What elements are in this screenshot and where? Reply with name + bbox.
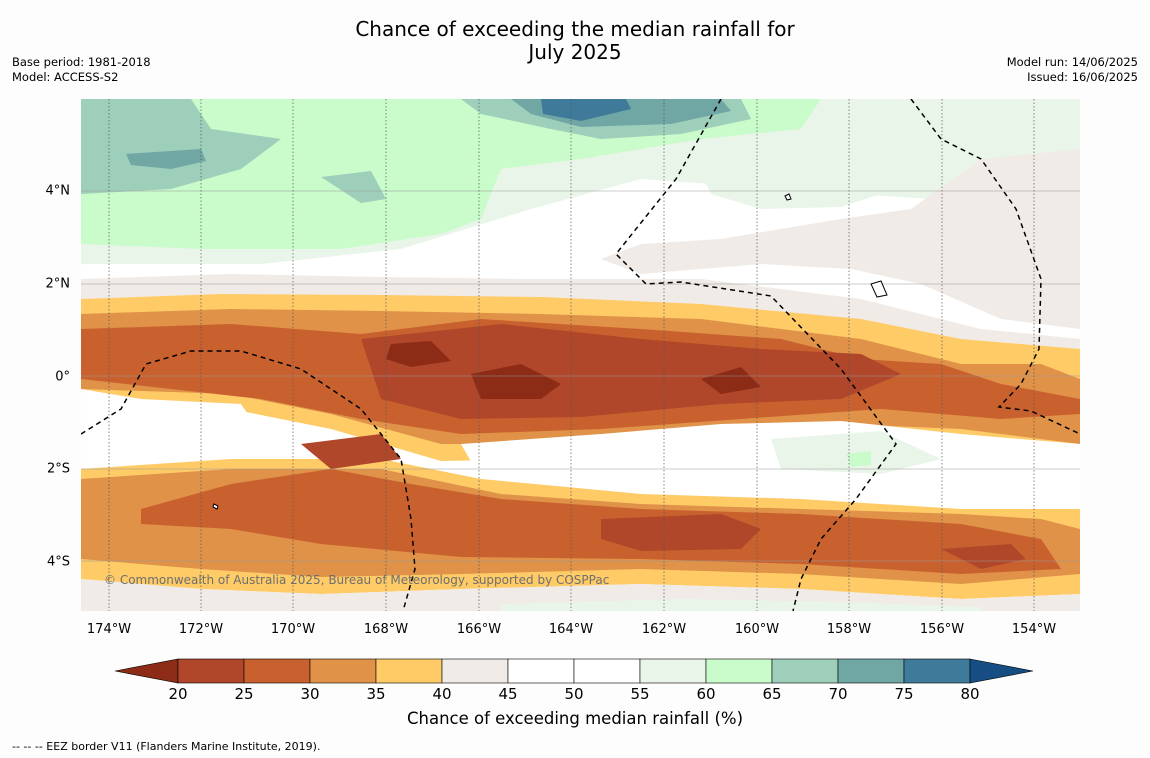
colorbar-tick-25: 25 <box>234 685 254 703</box>
colorbar-cells <box>115 658 1034 684</box>
meta-right: Model run: 14/06/2025 Issued: 16/06/2025 <box>1007 55 1138 85</box>
colorbar-tick-55: 55 <box>630 685 650 703</box>
band-55-60-ne <box>701 169 881 209</box>
colorbar-title: Chance of exceeding median rainfall (%) <box>406 709 744 728</box>
band-65-70-north <box>81 99 281 194</box>
band-55-60-ne-b <box>961 104 1080 121</box>
x-tick-164w: 164°W <box>548 622 594 637</box>
colorbar-tick-40: 40 <box>432 685 452 703</box>
x-tick-168w: 168°W <box>363 622 409 637</box>
y-tick-4n: 4°N <box>45 183 71 199</box>
x-tick-156w: 156°W <box>919 622 965 637</box>
eez-border-central <box>614 99 897 611</box>
colorbar-cell-25 <box>243 658 311 684</box>
colorbar-tick-70: 70 <box>828 685 848 703</box>
colorbar-cell-40 <box>441 658 509 684</box>
band-15-20-eq-c <box>701 367 761 394</box>
island-3 <box>212 503 219 510</box>
colorbar-tick-75: 75 <box>894 685 914 703</box>
meridians <box>108 99 1035 611</box>
colorbar-cell-70 <box>837 658 905 684</box>
colorbar-extend-low <box>115 658 179 684</box>
eez-borders <box>81 99 1080 611</box>
band-70-75-north-b <box>126 149 206 169</box>
band-20-25-south <box>601 514 761 551</box>
model-label: Model: ACCESS-S2 <box>12 70 119 84</box>
colorbar-extend-high <box>969 658 1034 684</box>
island-2 <box>784 193 792 201</box>
x-tick-172w: 172°W <box>178 622 224 637</box>
y-tick-2n: 2°N <box>45 276 71 292</box>
base-period-label: Base period: 1981-2018 <box>12 55 151 69</box>
x-tick-160w: 160°W <box>734 622 780 637</box>
title-line-1: Chance of exceeding the median rainfall … <box>355 17 795 41</box>
colorbar-cell-55 <box>639 658 707 684</box>
band-75-80-north <box>541 99 631 121</box>
colorbar <box>115 658 1034 684</box>
band-20-25-south-c <box>301 434 401 469</box>
colorbar-cell-50 <box>573 658 641 684</box>
colorbar-cell-60 <box>705 658 773 684</box>
colorbar-tick-60: 60 <box>696 685 716 703</box>
colorbar-cell-30 <box>309 658 377 684</box>
colorbar-tick-80: 80 <box>960 685 980 703</box>
band-15-20-eq-b <box>386 341 451 367</box>
colorbar-tick-45: 45 <box>498 685 518 703</box>
colorbar-cell-35 <box>375 658 443 684</box>
band-60-65-south <box>846 451 871 467</box>
colorbar-cell-75 <box>903 658 971 684</box>
issued-label: Issued: 16/06/2025 <box>1027 70 1138 84</box>
island-1 <box>870 280 888 298</box>
model-run-label: Model run: 14/06/2025 <box>1006 55 1138 69</box>
colorbar-cell-65 <box>771 658 839 684</box>
colorbar-tick-50: 50 <box>564 685 584 703</box>
band-65-70-north-c <box>321 171 386 203</box>
band-55-60-far-south <box>501 599 981 611</box>
x-tick-162w: 162°W <box>641 622 687 637</box>
map-canvas <box>81 99 1080 611</box>
y-tick-4s: 4°S <box>46 554 70 570</box>
x-tick-174w: 174°W <box>86 622 132 637</box>
map-title: Chance of exceeding the median rainfall … <box>0 18 1150 64</box>
eez-border-east <box>910 99 1080 435</box>
rainfall-map <box>81 99 1080 611</box>
copyright-notice: © Commonwealth of Australia 2025, Bureau… <box>104 573 610 587</box>
eez-border-west <box>81 350 416 611</box>
colorbar-cell-20 <box>177 658 245 684</box>
title-line-2: July 2025 <box>528 40 622 64</box>
band-55-60-south <box>771 431 941 474</box>
colorbar-tick-20: 20 <box>168 685 188 703</box>
meta-left: Base period: 1981-2018 Model: ACCESS-S2 <box>12 55 151 85</box>
x-tick-158w: 158°W <box>826 622 872 637</box>
band-20-25-south-b <box>941 544 1026 569</box>
colorbar-cell-45 <box>507 658 575 684</box>
band-45-50-gap-west <box>81 389 251 434</box>
y-tick-2s: 2°S <box>46 461 70 477</box>
x-tick-154w: 154°W <box>1011 622 1057 637</box>
band-45-50-south <box>461 421 1080 509</box>
band-15-20-eq <box>471 364 561 399</box>
x-tick-166w: 166°W <box>456 622 502 637</box>
colorbar-tick-35: 35 <box>366 685 386 703</box>
colorbar-tick-65: 65 <box>762 685 782 703</box>
y-tick-0: 0° <box>55 369 70 385</box>
colorbar-tick-30: 30 <box>300 685 320 703</box>
x-tick-170w: 170°W <box>270 622 316 637</box>
eez-footnote: -- -- -- EEZ border V11 (Flanders Marine… <box>12 740 321 753</box>
gridlines <box>81 190 1080 562</box>
